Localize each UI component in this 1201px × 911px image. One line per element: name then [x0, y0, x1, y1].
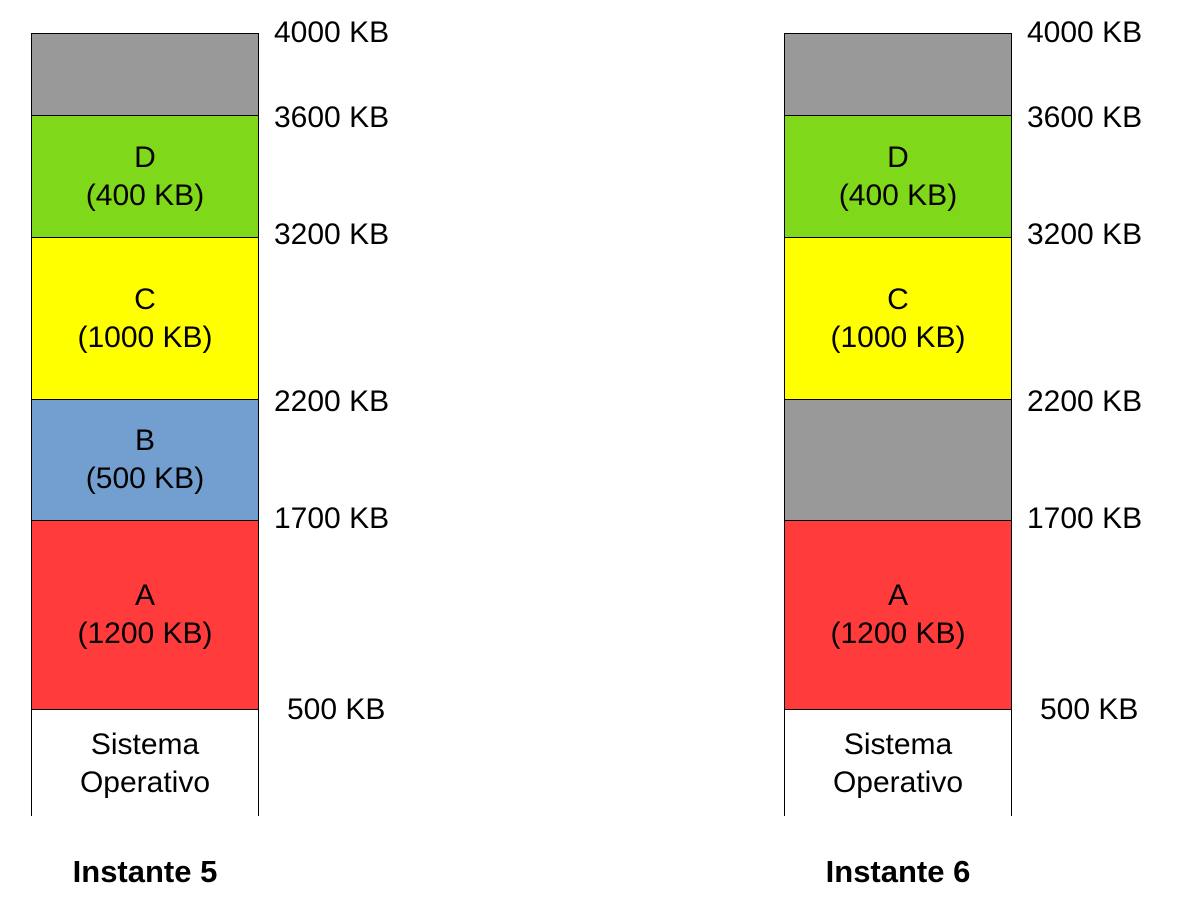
address-label-2200: 2200 KB	[1027, 385, 1143, 418]
block-size: (500 KB)	[85, 462, 205, 495]
address-label-2200: 2200 KB	[274, 385, 390, 418]
address-label-500: 500 KB	[1040, 693, 1139, 726]
memory-block-free	[785, 399, 1011, 520]
block-name: D	[134, 140, 156, 174]
block-name: A	[887, 579, 908, 612]
address-label-3600: 3600 KB	[1027, 101, 1143, 134]
memory-block-a: A (1200 KB)	[32, 520, 258, 709]
block-name: Sistema	[843, 727, 953, 761]
block-name: D	[887, 140, 909, 174]
block-name: C	[134, 282, 156, 316]
address-label-3200: 3200 KB	[274, 218, 390, 251]
address-label-1700: 1700 KB	[274, 502, 390, 535]
block-size: (1200 KB)	[77, 617, 213, 650]
memory-map-instante-5: D (400 KB) C (1000 KB) B (500 KB) A (120…	[31, 0, 431, 911]
memory-stack: D (400 KB) C (1000 KB) B (500 KB) A (120…	[31, 33, 259, 817]
memory-stack: D (400 KB) C (1000 KB) A (1200 KB) Siste…	[784, 33, 1012, 817]
memory-block-b: B (500 KB)	[32, 399, 258, 520]
memory-block-d: D (400 KB)	[32, 115, 258, 237]
memory-block-free	[785, 34, 1011, 115]
block-name: Sistema	[90, 727, 200, 761]
block-size: (1200 KB)	[830, 617, 966, 650]
block-name: C	[887, 282, 909, 316]
caption-instante-6: Instante 6	[825, 854, 971, 889]
block-size: Operativo	[79, 765, 211, 799]
memory-block-a: A (1200 KB)	[785, 520, 1011, 709]
block-size: (400 KB)	[838, 178, 958, 212]
block-name: A	[134, 579, 155, 612]
memory-map-instante-6: D (400 KB) C (1000 KB) A (1200 KB) Siste…	[784, 0, 1184, 911]
block-size: (1000 KB)	[77, 320, 213, 354]
address-label-500: 500 KB	[287, 693, 386, 726]
address-label-4000: 4000 KB	[274, 16, 390, 49]
memory-block-c: C (1000 KB)	[32, 237, 258, 399]
memory-block-os: Sistema Operativo	[32, 709, 258, 817]
block-name: B	[134, 424, 155, 457]
memory-block-free	[32, 34, 258, 115]
block-size: Operativo	[832, 765, 964, 799]
address-label-1700: 1700 KB	[1027, 502, 1143, 535]
address-label-3200: 3200 KB	[1027, 218, 1143, 251]
block-size: (400 KB)	[85, 178, 205, 212]
block-size: (1000 KB)	[830, 320, 966, 354]
address-label-4000: 4000 KB	[1027, 16, 1143, 49]
caption-instante-5: Instante 5	[72, 854, 218, 889]
memory-block-c: C (1000 KB)	[785, 237, 1011, 399]
address-label-3600: 3600 KB	[274, 101, 390, 134]
memory-block-os: Sistema Operativo	[785, 709, 1011, 817]
memory-block-d: D (400 KB)	[785, 115, 1011, 237]
